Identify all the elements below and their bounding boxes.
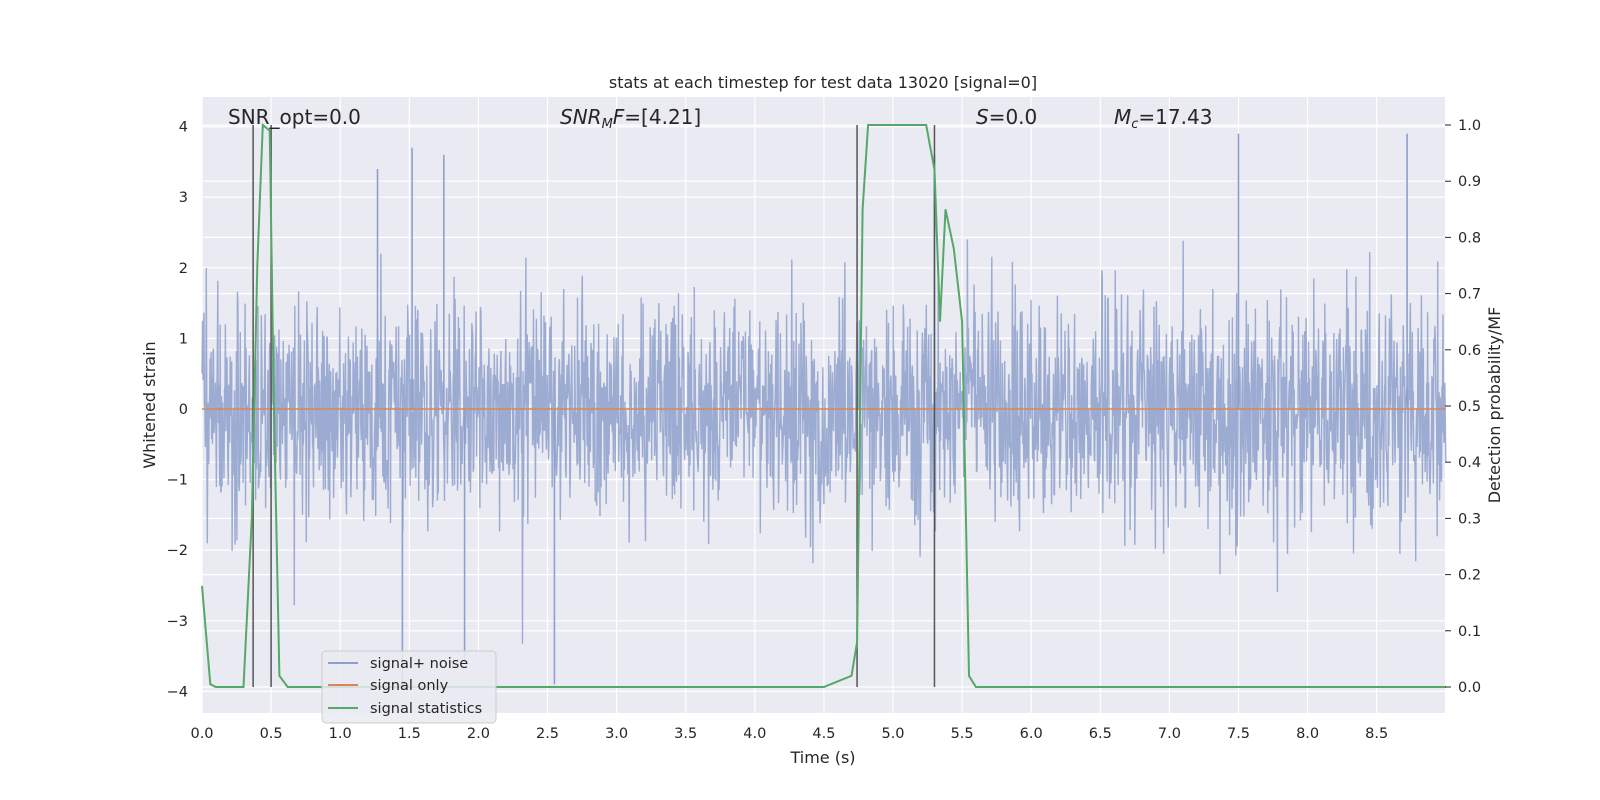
y2-tick-label: 0.6	[1458, 343, 1481, 359]
x-tick-label: 8.5	[1365, 726, 1388, 742]
x-axis-label: Time (s)	[789, 748, 855, 767]
y-tick-label: −4	[167, 684, 188, 700]
annotation-mc: Mc=17.43	[1114, 105, 1212, 132]
x-tick-label: 8.0	[1296, 726, 1319, 742]
x-tick-label: 7.0	[1158, 726, 1181, 742]
legend-label-signal-statistics: signal statistics	[370, 701, 482, 717]
y2-tick-label: 0.5	[1458, 399, 1481, 415]
y-tick-label: −3	[167, 614, 188, 630]
x-tick-label: 0.5	[260, 726, 283, 742]
y-tick-label: −2	[167, 543, 188, 559]
annotation-snr-opt: SNR_opt=0.0	[228, 105, 361, 129]
x-tick-label: 1.5	[398, 726, 421, 742]
y2-tick-label: 0.0	[1458, 680, 1481, 696]
annotation-s: S=0.0	[976, 105, 1037, 129]
series-signal-statistics	[201, 122, 1446, 688]
y-tick-label: 4	[179, 120, 188, 136]
x-tick-label: 2.0	[467, 726, 490, 742]
y2-axis-label: Detection probability/MF	[1485, 307, 1504, 504]
y-tick-label: 3	[179, 190, 188, 206]
x-tick-label: 6.0	[1020, 726, 1043, 742]
x-tick-label: 3.5	[674, 726, 697, 742]
annotation-snr-mf: SNRMF=[4.21]	[560, 105, 701, 132]
y-tick-label: 0	[179, 402, 188, 418]
y2-tick-label: 1.0	[1458, 118, 1481, 134]
legend-box	[321, 650, 497, 724]
x-tick-label: 1.0	[329, 726, 352, 742]
legend-label-signal-noise: signal+ noise	[370, 656, 468, 672]
y2-tick-label: 0.4	[1458, 455, 1481, 471]
legend: signal+ noise signal only signal statist…	[321, 650, 497, 724]
y2-tick-label: 0.9	[1458, 174, 1481, 190]
x-tick-label: 4.0	[743, 726, 766, 742]
x-tick-label: 3.0	[605, 726, 628, 742]
x-tick-label: 5.5	[951, 726, 974, 742]
chart-title: stats at each timestep for test data 130…	[609, 73, 1037, 92]
x-tick-label: 0.0	[190, 726, 213, 742]
y-tick-label: −1	[167, 473, 188, 489]
y2-tick-label: 0.1	[1458, 624, 1481, 640]
x-tick-label: 4.5	[812, 726, 835, 742]
y2-tick-label: 0.3	[1458, 511, 1481, 527]
y2-tick-label: 0.7	[1458, 287, 1481, 303]
y-tick-label: 2	[179, 261, 188, 277]
x-tick-label: 7.5	[1227, 726, 1250, 742]
y-axis-label: Whitened strain	[140, 341, 159, 468]
signal-statistics-line	[201, 122, 1446, 688]
y2-tick-label: 0.8	[1458, 230, 1481, 246]
x-tick-label: 2.5	[536, 726, 559, 742]
x-tick-label: 5.0	[881, 726, 904, 742]
x-tick-label: 6.5	[1089, 726, 1112, 742]
legend-label-signal-only: signal only	[370, 678, 449, 694]
tick-labels: 0.0 0.5 1.0 1.5 2.0 2.5 3.0 3.5 4.0 4.5 5.0 5.5 6.0 6…	[167, 118, 1481, 742]
y2-tick-label: 0.2	[1458, 568, 1481, 584]
y-tick-label: 1	[179, 331, 188, 347]
